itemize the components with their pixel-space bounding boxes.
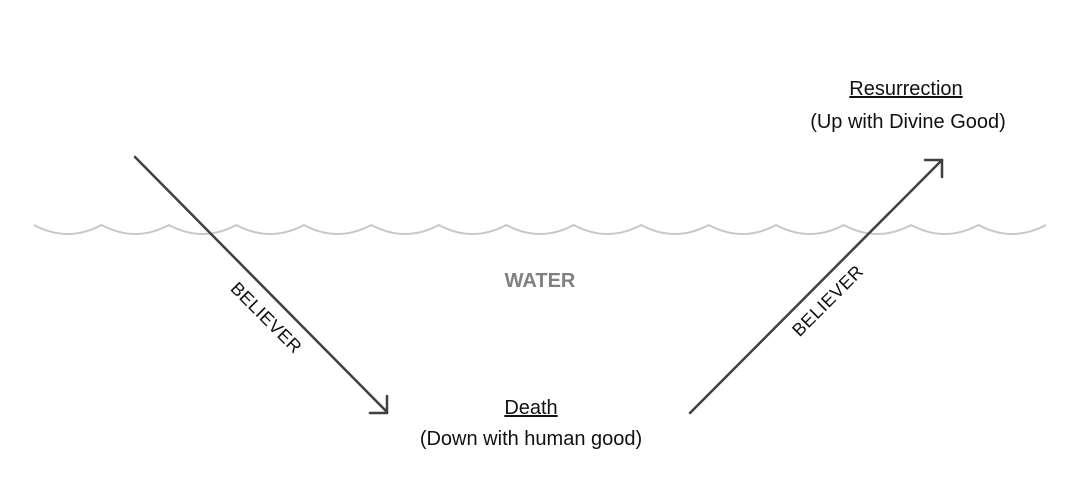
resurrection-subtitle: (Up with Divine Good) [810,111,1006,133]
water-label: WATER [505,270,576,292]
death-title: Death [504,397,557,419]
death-subtitle: (Down with human good) [420,428,642,450]
resurrection-title: Resurrection [849,78,962,100]
water-surface-wave [33,223,1047,235]
ascending-believer-arrow [688,158,944,415]
descending-believer-arrow [133,155,389,415]
